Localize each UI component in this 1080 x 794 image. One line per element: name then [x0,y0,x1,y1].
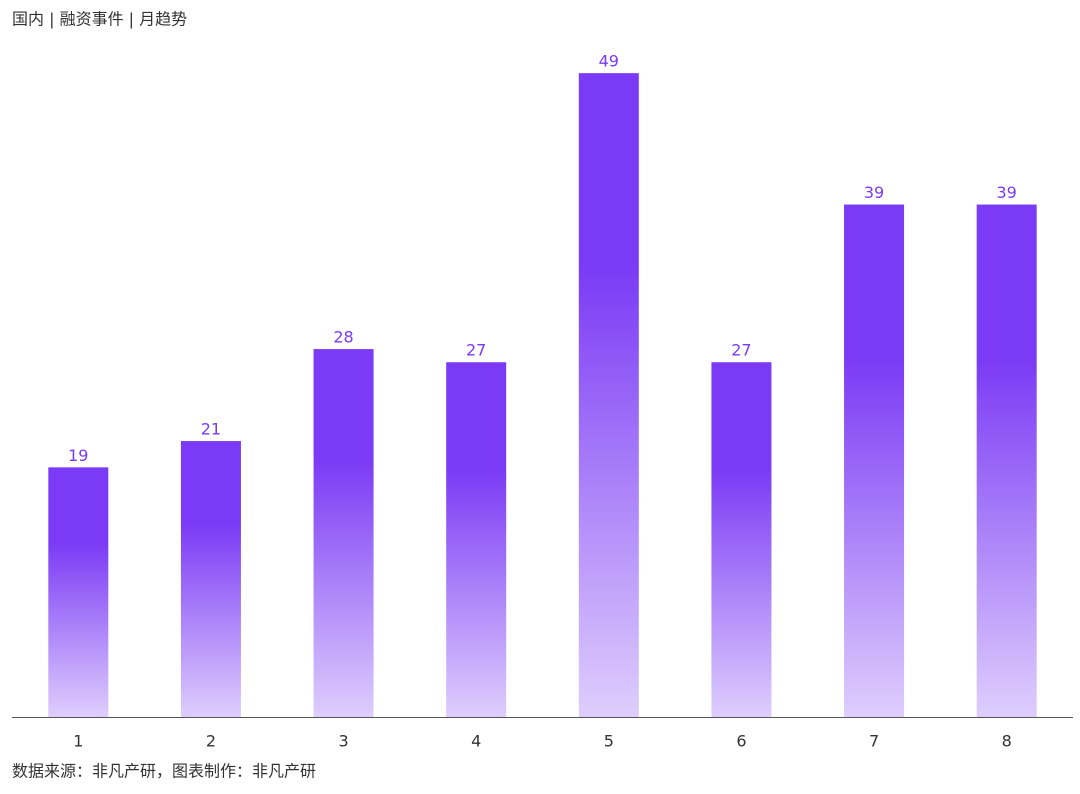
bar [48,467,109,717]
value-label: 49 [599,52,619,71]
x-tick-label: 5 [604,732,614,751]
source-note: 数据来源：非凡产研，图表制作：非凡产研 [12,762,316,781]
x-tick-label: 7 [869,732,879,751]
x-tick-label: 2 [206,732,216,751]
value-label: 27 [731,341,751,360]
value-label: 28 [333,328,353,347]
x-tick-label: 6 [736,732,746,751]
x-tick-label: 4 [471,732,481,751]
bar [180,441,241,717]
bar [446,362,507,717]
bar [313,349,374,717]
bar [711,362,772,717]
x-tick-label: 8 [1002,732,1012,751]
value-label: 21 [201,420,221,439]
bar [578,73,639,717]
bar [844,204,905,718]
value-label: 39 [997,183,1017,202]
value-label: 19 [68,446,88,465]
x-tick-label: 1 [73,732,83,751]
bar [976,204,1037,718]
value-label: 39 [864,183,884,202]
chart-title: 国内 | 融资事件 | 月趋势 [12,10,187,29]
value-label: 27 [466,341,486,360]
x-tick-label: 3 [338,732,348,751]
